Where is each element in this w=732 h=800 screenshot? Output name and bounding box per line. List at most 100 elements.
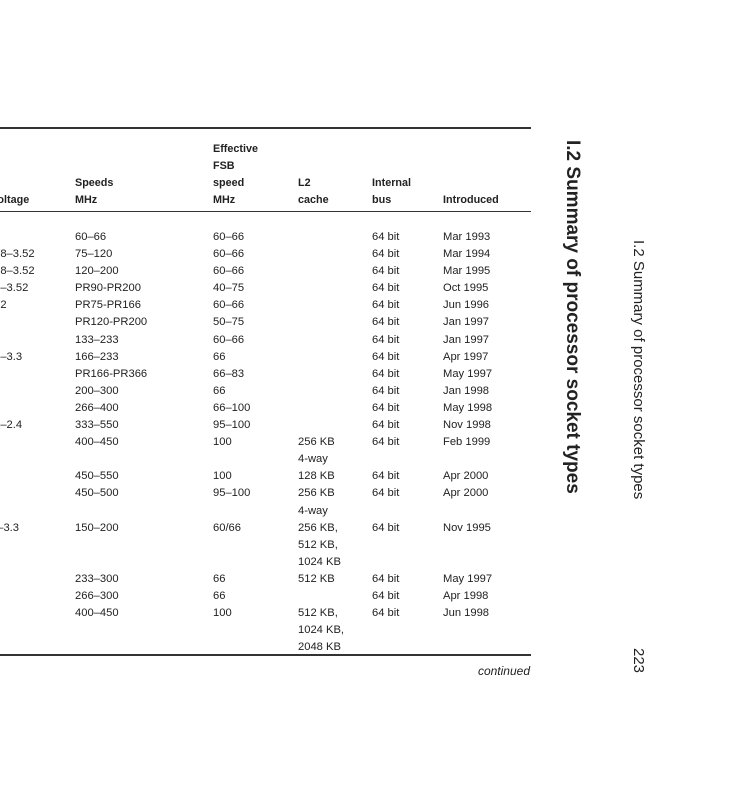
table-row: .52 PR75-PR166 60–66 64 bit Jun 1996	[0, 297, 539, 314]
table-row: 266–300 66 64 bit Apr 1998	[0, 588, 539, 605]
cell-voltage: .38–3.52	[0, 248, 35, 261]
cell-voltage: .8	[0, 314, 75, 331]
table-header-row: Voltage Speeds MHz Effective FSB speed M…	[0, 139, 539, 209]
table-row: .2200–300 66 64 bit Jan 1998	[0, 383, 539, 400]
table-header-rule	[0, 211, 531, 212]
cell-introduced: Nov 1998	[443, 419, 491, 432]
cell-l2-cache	[298, 366, 372, 383]
cell-internal-bus: 64 bit	[372, 487, 400, 500]
cell-speeds: 400–450	[75, 607, 119, 620]
table-row: .8PR120-PR200 50–75 64 bit Jan 1997	[0, 314, 539, 331]
table-row: .8133–233 60–66 64 bit Jan 1997	[0, 332, 539, 349]
cell-l2-cache	[298, 332, 372, 349]
cell-l2-cache: 512 KB	[298, 572, 335, 585]
cell-fsb-speed: 95–100	[213, 487, 251, 500]
table-row: .2–2.4 333–550 95–100 64 bit Nov 1998	[0, 417, 539, 434]
cell-fsb-speed: 66–83	[213, 367, 245, 380]
cell-speeds: 75–120	[75, 248, 113, 261]
table-row: 400–450 100 512 KB, 1024 KB, 2048 KB 64 bit…	[0, 605, 539, 656]
header-fsb-speed: Effective FSB speed MHz	[213, 142, 259, 206]
cell-introduced: Apr 2000	[443, 487, 489, 500]
cell-voltage: .2–2.4	[0, 419, 23, 432]
cell-voltage: .9–3.3	[0, 350, 23, 363]
cell-introduced: Jan 1997	[443, 316, 490, 329]
cell-voltage: .2	[0, 400, 75, 417]
cell-fsb-speed: 40–75	[213, 282, 245, 295]
cell-introduced: Jun 1998	[443, 607, 490, 620]
cell-introduced: Jan 1998	[443, 384, 490, 397]
table-row: .38–3.52 120–200 60–66 64 bit Mar 1995	[0, 263, 539, 280]
cell-introduced: Apr 2000	[443, 470, 489, 483]
cell-fsb-speed: 66	[213, 572, 226, 585]
cell-speeds: PR90-PR200	[75, 282, 141, 295]
cell-l2-cache	[298, 280, 372, 297]
table-row: .38–3.52 75–120 60–66 64 bit Mar 1994	[0, 246, 539, 263]
cell-fsb-speed: 66	[213, 350, 226, 363]
cell-speeds: PR75-PR166	[75, 299, 141, 312]
cell-l2-cache	[298, 588, 372, 605]
table-row: 60–66 60–66 64 bit Mar 1993	[0, 209, 539, 246]
cell-introduced: Mar 1993	[443, 231, 491, 243]
table-row: .9PR166-PR366 66–83 64 bit May 1997	[0, 366, 539, 383]
cell-internal-bus: 64 bit	[372, 589, 400, 602]
cell-l2-cache: 128 KB	[298, 470, 335, 483]
cell-speeds: 450–550	[75, 470, 119, 483]
header-introduced: Introduced	[443, 193, 499, 206]
cell-fsb-speed: 100	[213, 470, 232, 483]
cell-fsb-speed: 95–100	[213, 419, 251, 432]
cell-internal-bus: 64 bit	[372, 350, 400, 363]
cell-internal-bus: 64 bit	[372, 367, 400, 380]
cell-speeds: 60–66	[75, 231, 107, 243]
cell-voltage	[0, 468, 75, 485]
cell-voltage: .38–3.52	[0, 265, 35, 278]
cell-introduced: Apr 1997	[443, 350, 489, 363]
cell-l2-cache: 256 KB 4-way	[298, 487, 335, 517]
cell-fsb-speed: 60–66	[213, 333, 245, 346]
cell-introduced: Jan 1997	[443, 333, 490, 346]
cell-voltage: .4	[0, 434, 75, 468]
cell-internal-bus: 64 bit	[372, 607, 400, 620]
table-row: 1–3.3 150–200 60/66 256 KB, 512 KB, 1024 KB…	[0, 520, 539, 571]
header-speeds: Speeds MHz	[75, 176, 114, 206]
section-title: I.2 Summary of processor socket types	[562, 140, 583, 494]
cell-l2-cache: 256 KB, 512 KB, 1024 KB	[298, 521, 341, 568]
cell-internal-bus: 64 bit	[372, 419, 400, 432]
header-voltage: Voltage	[0, 193, 30, 206]
cell-fsb-speed: 100	[213, 607, 232, 620]
cell-introduced: Oct 1995	[443, 282, 489, 295]
table-row: .8233–300 66 512 KB 64 bit May 1997	[0, 571, 539, 588]
cell-internal-bus: 64 bit	[372, 401, 400, 414]
cell-l2-cache	[298, 417, 372, 434]
header-internal-bus: Internal bus	[372, 176, 411, 206]
cell-fsb-speed: 60–66	[213, 248, 245, 261]
cell-fsb-speed: 50–75	[213, 316, 245, 329]
table-row: .4400–450 100 256 KB 4-way 64 bit Feb 1999	[0, 434, 539, 468]
cell-l2-cache	[298, 383, 372, 400]
cell-speeds: 120–200	[75, 265, 119, 278]
cell-speeds: 150–200	[75, 521, 119, 534]
table-row: .9–3.3 166–233 66 64 bit Apr 1997	[0, 349, 539, 366]
cell-speeds: PR120-PR200	[75, 316, 148, 329]
cell-voltage: .52	[0, 299, 7, 312]
cell-speeds: 233–300	[75, 572, 119, 585]
cell-speeds: 200–300	[75, 384, 119, 397]
cell-fsb-speed: 66–100	[213, 401, 251, 414]
cell-l2-cache	[298, 263, 372, 280]
cell-l2-cache	[298, 297, 372, 314]
cell-internal-bus: 64 bit	[372, 282, 400, 295]
cell-voltage: .3–3.52	[0, 282, 29, 295]
cell-internal-bus: 64 bit	[372, 299, 400, 312]
cell-speeds: 400–450	[75, 436, 119, 449]
cell-voltage	[0, 588, 75, 605]
cell-internal-bus: 64 bit	[372, 316, 400, 329]
cell-fsb-speed: 60–66	[213, 265, 245, 278]
table-row: .2266–400 66–100 64 bit May 1998	[0, 400, 539, 417]
processor-socket-table: Voltage Speeds MHz Effective FSB speed M…	[0, 139, 539, 656]
cell-speeds: 166–233	[75, 350, 119, 363]
cell-fsb-speed: 60–66	[213, 231, 245, 243]
cell-speeds: 133–233	[75, 333, 119, 346]
cell-introduced: Mar 1994	[443, 248, 491, 261]
table-row: .3–3.52 PR90-PR200 40–75 64 bit Oct 1995	[0, 280, 539, 297]
cell-voltage	[0, 605, 75, 656]
